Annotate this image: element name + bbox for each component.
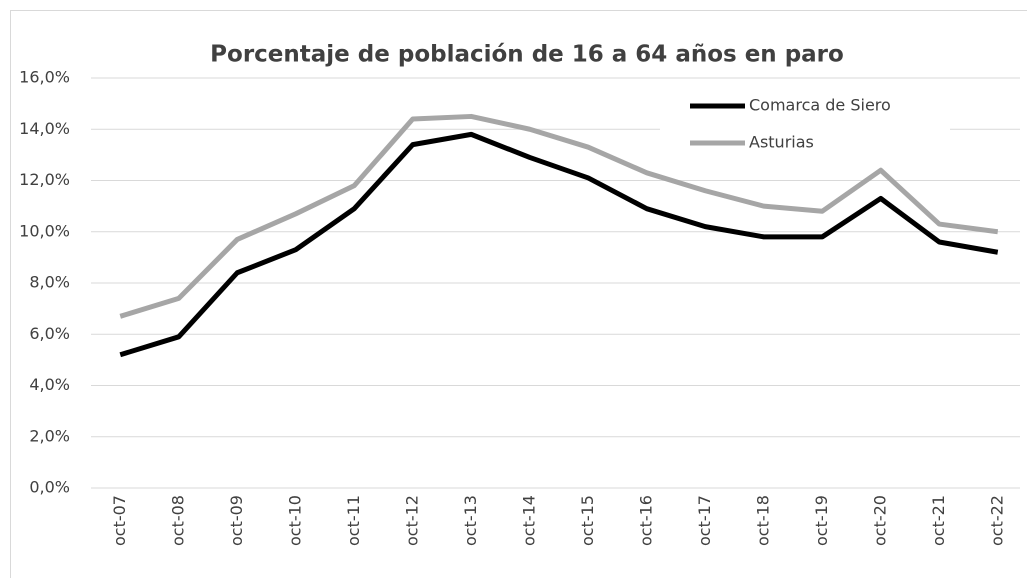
series-line: [119, 113, 999, 319]
chart-border: [10, 10, 1027, 578]
legend-label: Asturias: [749, 133, 814, 152]
x-tick-label: oct-11: [344, 495, 363, 546]
y-tick-label: 6,0%: [29, 324, 70, 343]
y-tick-label: 14,0%: [19, 119, 70, 138]
x-tick-label: oct-19: [812, 495, 831, 546]
y-tick-label: 0,0%: [29, 478, 70, 497]
x-tick-label: oct-14: [519, 495, 538, 546]
y-tick-label: 12,0%: [19, 170, 70, 189]
x-tick-label: oct-22: [987, 495, 1006, 546]
x-tick-label: oct-18: [753, 495, 772, 546]
x-tick-label: oct-10: [285, 495, 304, 546]
x-tick-label: oct-07: [110, 495, 129, 546]
series-line: [119, 131, 999, 358]
y-tick-label: 2,0%: [29, 426, 70, 445]
x-tick-label: oct-13: [461, 495, 480, 546]
y-tick-label: 16,0%: [19, 68, 70, 87]
chart-title: Porcentaje de población de 16 a 64 años …: [210, 42, 844, 68]
x-tick-label: oct-12: [402, 495, 421, 546]
x-tick-label: oct-21: [929, 495, 948, 546]
x-tick-label: oct-20: [870, 495, 889, 546]
x-tick-label: oct-16: [636, 495, 655, 546]
x-tick-label: oct-08: [168, 495, 187, 546]
x-tick-label: oct-15: [578, 495, 597, 546]
y-tick-label: 10,0%: [19, 221, 70, 240]
y-tick-label: 4,0%: [29, 375, 70, 394]
y-tick-label: 8,0%: [29, 273, 70, 292]
legend-label: Comarca de Siero: [749, 96, 891, 115]
x-tick-label: oct-17: [695, 495, 714, 546]
legend-box: [660, 90, 950, 160]
x-tick-label: oct-09: [227, 495, 246, 546]
